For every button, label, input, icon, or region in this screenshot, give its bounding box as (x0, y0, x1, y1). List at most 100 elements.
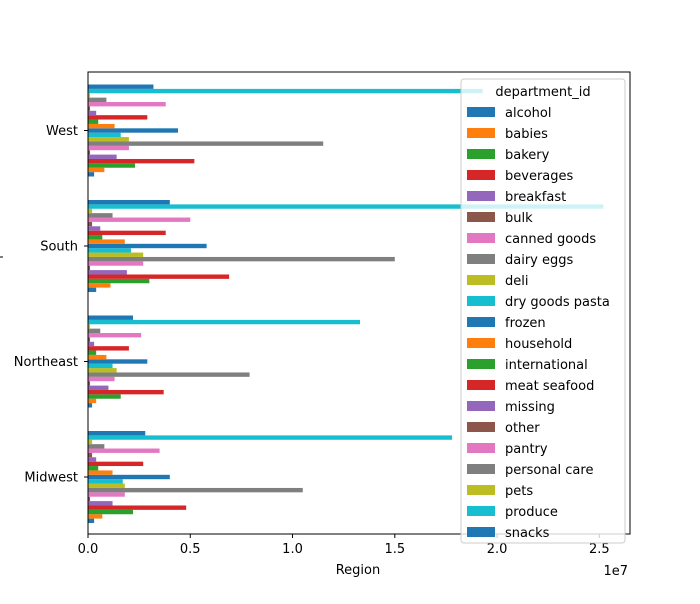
legend-swatch-other (467, 422, 495, 432)
legend-swatch-missing (467, 401, 495, 411)
bar-midwest-pantry (88, 448, 160, 453)
legend-label-snacks: snacks (505, 526, 550, 541)
bar-northeast-bulk (88, 381, 91, 386)
legend-swatch-canned-goods (467, 233, 495, 243)
bar-west-snacks (88, 84, 154, 89)
x-tick-label: 0.5 (180, 542, 201, 557)
legend-label-frozen: frozen (505, 316, 546, 331)
bar-west-household (88, 123, 115, 129)
bar-south-deli (88, 252, 144, 257)
legend-label-produce: produce (505, 505, 558, 520)
legend-swatch-snacks (467, 527, 495, 537)
bar-northeast-meat-seafood (88, 346, 129, 351)
bar-south-dairy-eggs (88, 256, 395, 262)
bar-northeast-bakery (88, 394, 121, 399)
bar-west-meat-seafood (88, 115, 148, 120)
legend-label-pets: pets (505, 484, 533, 499)
bar-midwest-bulk (88, 496, 91, 502)
y-tick-label-northeast: Northeast (14, 355, 78, 370)
bar-west-canned-goods (88, 145, 129, 151)
bar-northeast-pets (88, 324, 91, 329)
legend-label-alcohol: alcohol (505, 106, 551, 121)
x-tick-label: 1.0 (282, 542, 303, 557)
bar-midwest-beverages (88, 505, 187, 510)
bar-midwest-canned-goods (88, 492, 125, 497)
bar-south-beverages (88, 274, 230, 279)
bar-west-bulk (88, 150, 91, 155)
bar-northeast-pantry (88, 333, 142, 338)
bar-west-beverages (88, 158, 195, 164)
legend-label-meat-seafood: meat seafood (505, 379, 594, 394)
bar-west-frozen (88, 128, 178, 133)
legend-label-babies: babies (505, 127, 548, 142)
bar-northeast-missing (88, 341, 95, 347)
legend: department_id alcohol babies bakery beverag… (460, 78, 626, 544)
legend-swatch-pets (467, 485, 495, 495)
legend-title: department_id (495, 85, 590, 100)
bar-northeast-snacks (88, 315, 133, 320)
bar-west-missing (88, 110, 97, 116)
bar-northeast-dry-goods-pasta (88, 363, 113, 369)
bar-south-produce (88, 204, 604, 209)
bar-northeast-breakfast (88, 385, 109, 390)
legend-swatch-international (467, 359, 495, 369)
bar-south-canned-goods (88, 261, 144, 266)
bar-northeast-produce (88, 319, 361, 325)
bar-south-missing (88, 226, 101, 231)
x-tick-label: 1.5 (384, 542, 405, 557)
bar-midwest-missing (88, 457, 97, 462)
bar-south-snacks (88, 200, 170, 205)
legend-label-bakery: bakery (505, 148, 550, 163)
legend-swatch-dry-goods-pasta (467, 296, 495, 306)
x-axis-label: Region (336, 563, 381, 578)
bars-layer (88, 84, 604, 523)
bar-south-frozen (88, 243, 207, 249)
bar-west-international (88, 119, 99, 124)
legend-label-beverages: beverages (505, 169, 574, 184)
legend-swatch-babies (467, 128, 495, 138)
bar-midwest-personal-care (88, 444, 105, 449)
legend-swatch-deli (467, 275, 495, 285)
bar-south-other (88, 221, 93, 227)
legend-label-canned-goods: canned goods (505, 232, 596, 247)
legend-label-other: other (505, 421, 540, 436)
bar-midwest-international (88, 466, 99, 471)
bar-south-breakfast (88, 270, 127, 275)
x-axis-offset-label: 1e7 (603, 564, 628, 579)
legend-swatch-bakery (467, 149, 495, 159)
legend-label-personal-care: personal care (505, 463, 593, 478)
legend-label-dry-goods-pasta: dry goods pasta (505, 295, 610, 310)
bar-west-produce (88, 88, 483, 94)
bar-midwest-dairy-eggs (88, 487, 303, 493)
bar-midwest-snacks (88, 431, 146, 436)
bar-northeast-alcohol (88, 403, 93, 408)
legend-label-pantry: pantry (505, 442, 548, 457)
legend-swatch-beverages (467, 170, 495, 180)
legend-swatch-personal-care (467, 464, 495, 474)
bar-south-bakery (88, 278, 150, 284)
bar-midwest-produce (88, 435, 453, 440)
bar-midwest-dry-goods-pasta (88, 479, 123, 484)
bar-midwest-household (88, 470, 113, 475)
bar-south-dry-goods-pasta (88, 248, 131, 253)
bar-west-dairy-eggs (88, 141, 324, 146)
x-tick-label: 2.0 (487, 542, 508, 557)
legend-swatch-household (467, 338, 495, 348)
bar-west-breakfast (88, 154, 117, 159)
bar-northeast-deli (88, 368, 117, 373)
bar-midwest-meat-seafood (88, 461, 144, 467)
bar-northeast-beverages (88, 389, 164, 395)
x-tick-label: 2.5 (589, 542, 610, 557)
legend-label-bulk: bulk (505, 211, 533, 226)
bar-south-pantry (88, 217, 191, 222)
bar-northeast-babies (88, 398, 97, 404)
legend-label-breakfast: breakfast (505, 190, 566, 205)
legend-swatch-dairy-eggs (467, 254, 495, 264)
legend-label-dairy-eggs: dairy eggs (505, 253, 574, 268)
bar-northeast-frozen (88, 359, 148, 364)
bar-west-bakery (88, 163, 136, 168)
legend-swatch-frozen (467, 317, 495, 327)
bar-midwest-breakfast (88, 501, 113, 506)
